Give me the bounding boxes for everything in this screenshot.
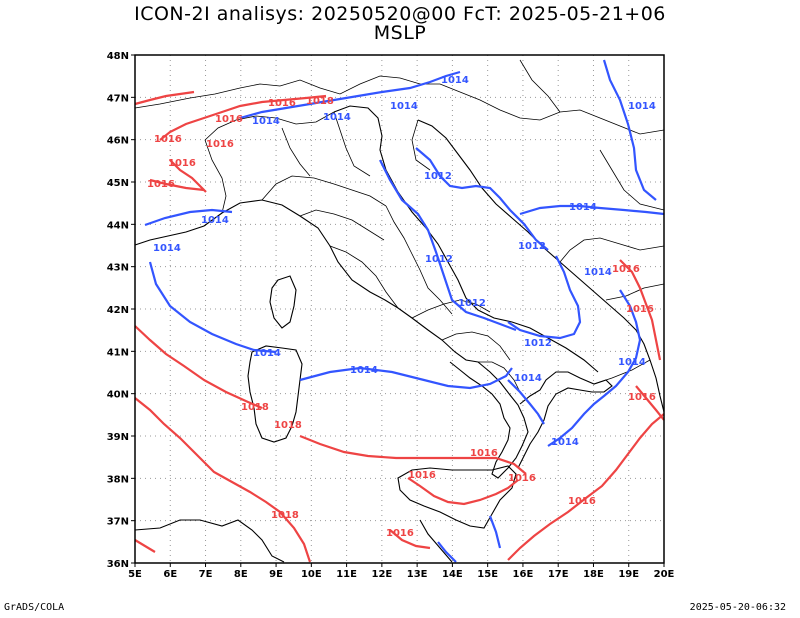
isobar-label: 1014 (584, 267, 612, 278)
isobar-label: 1012 (458, 298, 486, 309)
isobar-label: 1018 (241, 402, 269, 413)
isobar-label: 1016 (215, 114, 243, 125)
isobar-label: 1016 (626, 304, 654, 315)
isobar-label: 1016 (206, 139, 234, 150)
lat-tick-label: 48N (107, 51, 129, 62)
lon-tick-label: 17E (548, 569, 569, 580)
isobar-label: 1016 (612, 264, 640, 275)
isobars-1016-1018 (134, 90, 665, 563)
isobar-label: 1014 (201, 215, 229, 226)
lon-tick-label: 12E (371, 569, 392, 580)
isobars-1012-1014 (144, 59, 665, 563)
latitude-axis: 48N 47N 46N 45N 44N 43N 42N 41N 40N 39N 38N 37N 36N (107, 51, 135, 570)
lat-tick-label: 38N (107, 474, 129, 485)
lon-tick-label: 10E (301, 569, 322, 580)
lat-tick-label: 36N (107, 559, 129, 570)
lat-tick-label: 43N (107, 263, 129, 274)
map-subtitle: MSLP (373, 22, 427, 44)
lat-tick-label: 40N (107, 390, 129, 401)
lat-tick-label: 44N (107, 220, 129, 231)
lat-tick-label: 46N (107, 136, 129, 147)
isobar-label: 1014 (252, 116, 280, 127)
lon-tick-label: 14E (442, 569, 463, 580)
isobar-label: 1014 (441, 75, 469, 86)
isobar-label: 1012 (518, 241, 546, 252)
isobar-labels: 1014 1014 1014 1014 1014 1012 1014 1014 … (147, 75, 656, 539)
isobar-label: 1014 (569, 202, 597, 213)
isobar-label: 1016 (268, 98, 296, 109)
isobar-label: 1016 (568, 496, 596, 507)
country-borders (134, 59, 665, 393)
lon-tick-label: 20E (654, 569, 675, 580)
isobar-label: 1016 (628, 392, 656, 403)
lat-tick-label: 42N (107, 305, 129, 316)
isobar-label: 1016 (168, 158, 196, 169)
isobar-label: 1014 (628, 101, 656, 112)
isobar-label: 1016 (154, 134, 182, 145)
lon-tick-label: 19E (618, 569, 639, 580)
lat-tick-label: 37N (107, 517, 129, 528)
isobar-label: 1012 (424, 171, 452, 182)
lon-tick-label: 16E (513, 569, 534, 580)
coastlines (134, 105, 665, 563)
isobar-label: 1014 (618, 357, 646, 368)
credit-label: GrADS/COLA (4, 602, 65, 613)
isobar-label: 1016 (508, 473, 536, 484)
lat-tick-label: 45N (107, 178, 129, 189)
lat-lon-grid (135, 55, 664, 563)
isobar-label: 1016 (147, 179, 175, 190)
isobar-label: 1012 (425, 254, 453, 265)
map-title: ICON-2I analisys: 20250520@00 FcT: 2025-… (134, 3, 666, 25)
longitude-axis: 5E 6E 7E 8E 9E 10E 11E 12E 13E 14E 15E 16E 17E 18E 19E… (128, 563, 675, 580)
lon-tick-label: 9E (269, 569, 283, 580)
isobar-label: 1014 (350, 365, 378, 376)
isobar-label: 1018 (306, 96, 334, 107)
isobar-label: 1018 (271, 510, 299, 521)
lon-tick-label: 6E (163, 569, 177, 580)
lon-tick-label: 11E (336, 569, 357, 580)
isobar-label: 1016 (470, 448, 498, 459)
lat-tick-label: 41N (107, 347, 129, 358)
isobar-label: 1012 (524, 338, 552, 349)
timestamp-label: 2025-05-20-06:32 (689, 602, 786, 613)
isobar-label: 1014 (153, 243, 181, 254)
isobar-label: 1014 (253, 348, 281, 359)
isobar-label: 1018 (274, 420, 302, 431)
lon-tick-label: 15E (477, 569, 498, 580)
lon-tick-label: 7E (199, 569, 213, 580)
lon-tick-label: 18E (583, 569, 604, 580)
isobar-label: 1016 (386, 528, 414, 539)
isobar-label: 1014 (390, 101, 418, 112)
lon-tick-label: 5E (128, 569, 142, 580)
lon-tick-label: 13E (407, 569, 428, 580)
lon-tick-label: 8E (234, 569, 248, 580)
lat-tick-label: 47N (107, 93, 129, 104)
isobar-label: 1016 (408, 470, 436, 481)
isobar-label: 1014 (323, 112, 351, 123)
isobar-label: 1014 (514, 373, 542, 384)
isobar-label: 1014 (551, 437, 579, 448)
lat-tick-label: 39N (107, 432, 129, 443)
